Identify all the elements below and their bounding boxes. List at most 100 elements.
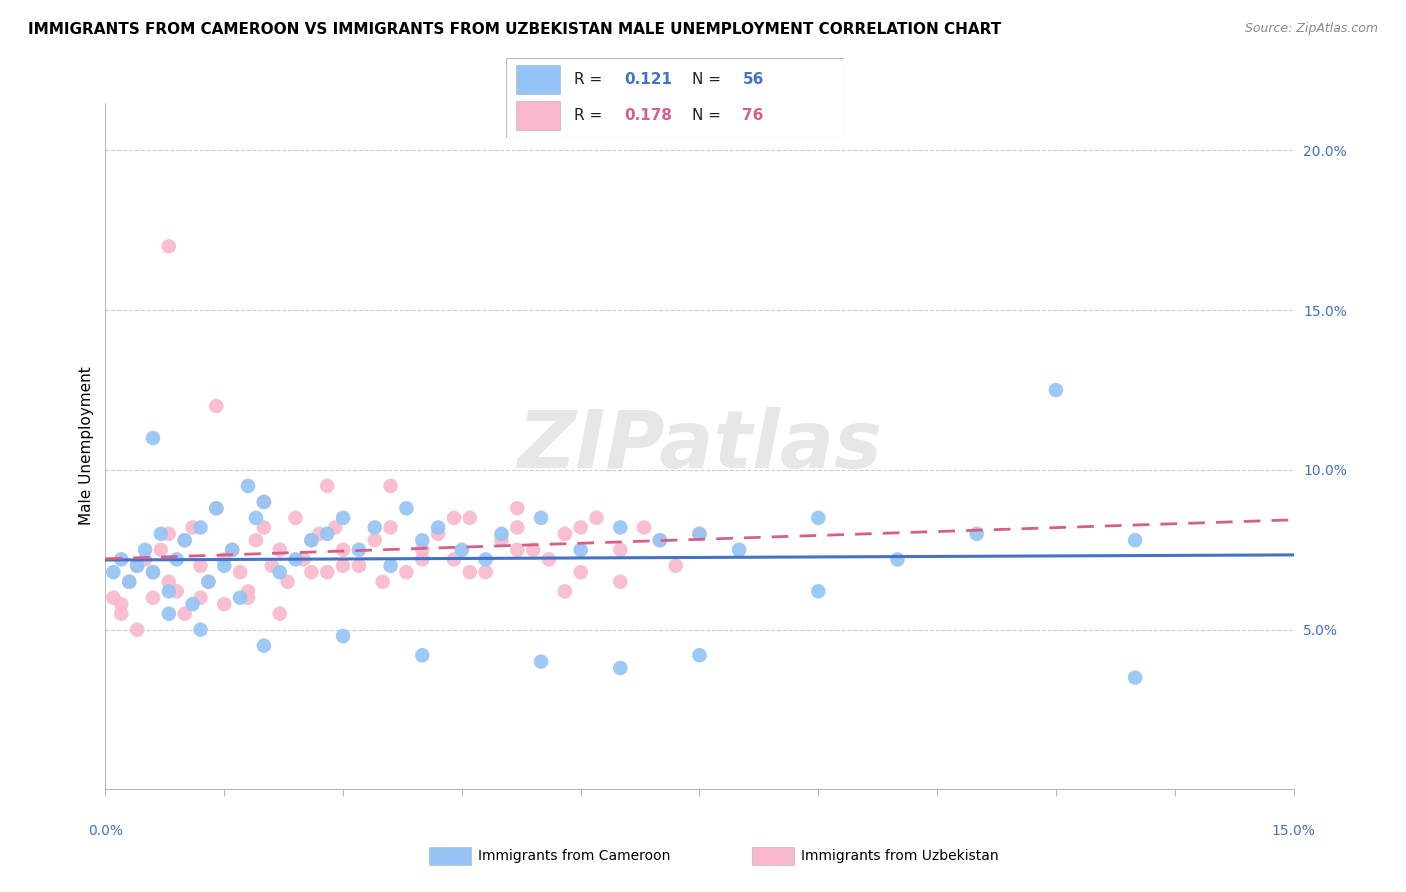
Point bbox=[323, 520, 346, 534]
Point bbox=[609, 542, 631, 557]
Bar bbox=[516, 65, 560, 95]
Point bbox=[450, 542, 472, 557]
Point bbox=[308, 526, 330, 541]
Text: 15.0%: 15.0% bbox=[1271, 824, 1316, 838]
Point bbox=[807, 511, 830, 525]
Bar bbox=[516, 102, 560, 130]
Point bbox=[253, 495, 276, 509]
Point bbox=[411, 542, 433, 557]
Point bbox=[316, 479, 339, 493]
Point bbox=[506, 501, 529, 516]
Point bbox=[554, 526, 576, 541]
Text: N =: N = bbox=[692, 72, 725, 87]
Point bbox=[443, 511, 465, 525]
Point bbox=[395, 565, 418, 579]
Point bbox=[190, 623, 212, 637]
Text: Source: ZipAtlas.com: Source: ZipAtlas.com bbox=[1244, 22, 1378, 36]
Point bbox=[214, 552, 236, 566]
Point bbox=[190, 558, 212, 573]
Point bbox=[253, 495, 276, 509]
Point bbox=[458, 565, 481, 579]
Point bbox=[380, 479, 402, 493]
Point bbox=[395, 501, 418, 516]
Point bbox=[332, 629, 354, 643]
Point bbox=[221, 542, 243, 557]
Point bbox=[364, 520, 387, 534]
Point bbox=[491, 526, 513, 541]
Point bbox=[181, 597, 204, 611]
Point bbox=[103, 591, 125, 605]
Point bbox=[554, 584, 576, 599]
Point bbox=[157, 526, 180, 541]
Point bbox=[537, 552, 560, 566]
Point bbox=[173, 533, 195, 548]
Point bbox=[157, 574, 180, 589]
Text: R =: R = bbox=[574, 72, 607, 87]
Point bbox=[181, 520, 204, 534]
Text: 0.0%: 0.0% bbox=[89, 824, 122, 838]
Point bbox=[633, 520, 655, 534]
Point bbox=[214, 558, 236, 573]
Point bbox=[142, 565, 165, 579]
Point bbox=[332, 511, 354, 525]
Point bbox=[380, 558, 402, 573]
Point bbox=[530, 511, 553, 525]
Point bbox=[110, 552, 132, 566]
Point bbox=[205, 501, 228, 516]
Point bbox=[205, 501, 228, 516]
Point bbox=[443, 552, 465, 566]
Point bbox=[260, 558, 283, 573]
Text: 76: 76 bbox=[742, 108, 763, 123]
Point bbox=[299, 565, 322, 579]
Point bbox=[229, 565, 252, 579]
Point bbox=[380, 520, 402, 534]
Point bbox=[569, 542, 592, 557]
Point bbox=[474, 565, 496, 579]
Point bbox=[569, 520, 592, 534]
Point bbox=[269, 542, 291, 557]
Point bbox=[609, 520, 631, 534]
Point bbox=[1123, 671, 1146, 685]
Point bbox=[530, 655, 553, 669]
Point bbox=[245, 533, 267, 548]
Point bbox=[506, 520, 529, 534]
Point bbox=[142, 431, 165, 445]
Point bbox=[364, 533, 387, 548]
Point bbox=[118, 574, 141, 589]
Point bbox=[332, 558, 354, 573]
Point bbox=[648, 533, 671, 548]
Point bbox=[807, 584, 830, 599]
Point bbox=[197, 574, 219, 589]
Point bbox=[299, 533, 322, 548]
Point bbox=[1123, 533, 1146, 548]
Point bbox=[371, 574, 394, 589]
Point bbox=[411, 552, 433, 566]
Point bbox=[427, 520, 450, 534]
Point bbox=[506, 542, 529, 557]
Point bbox=[569, 565, 592, 579]
Point bbox=[149, 542, 172, 557]
Text: N =: N = bbox=[692, 108, 725, 123]
Point bbox=[205, 399, 228, 413]
Point bbox=[173, 607, 195, 621]
Point bbox=[522, 542, 544, 557]
Point bbox=[689, 526, 711, 541]
Point bbox=[427, 526, 450, 541]
Point bbox=[134, 552, 156, 566]
Point bbox=[411, 533, 433, 548]
Text: 0.121: 0.121 bbox=[624, 72, 672, 87]
Point bbox=[299, 533, 322, 548]
Point bbox=[292, 552, 315, 566]
Point bbox=[142, 591, 165, 605]
Point bbox=[1045, 383, 1067, 397]
Point bbox=[458, 511, 481, 525]
Point bbox=[190, 591, 212, 605]
Point bbox=[173, 533, 195, 548]
Point bbox=[134, 542, 156, 557]
Point bbox=[277, 574, 299, 589]
Point bbox=[886, 552, 908, 566]
Point bbox=[347, 558, 370, 573]
Point bbox=[316, 526, 339, 541]
Point bbox=[411, 648, 433, 663]
Point bbox=[190, 520, 212, 534]
